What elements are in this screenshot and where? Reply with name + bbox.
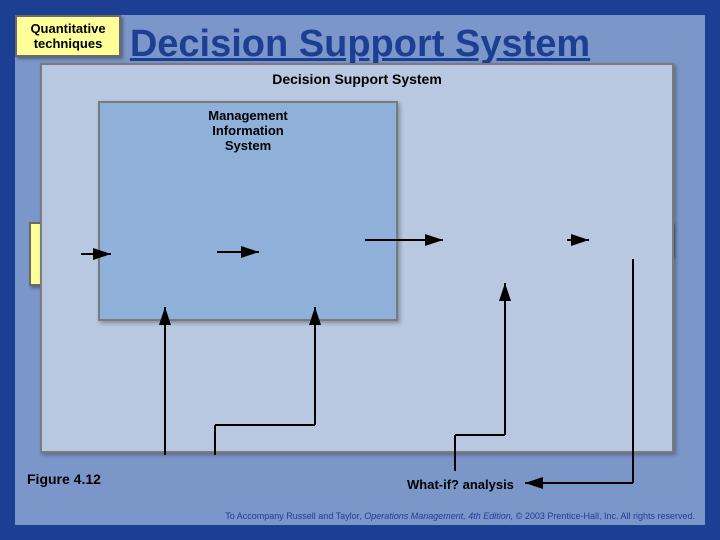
slide-canvas: Decision Support System Decision Support… [15, 15, 705, 525]
footer-text: To Accompany Russell and Taylor, Operati… [225, 511, 695, 521]
dss-panel-title: Decision Support System [42, 65, 672, 93]
footer-italic: Operations Management, 4th Edition, [364, 511, 513, 521]
dss-panel: Decision Support System Management Infor… [40, 63, 674, 453]
main-title: Decision Support System [130, 23, 590, 66]
mis-title: Management Information System [174, 108, 322, 153]
footer-post: © 2003 Prentice-Hall, Inc. All rights re… [513, 511, 695, 521]
figure-label: Figure 4.12 [27, 471, 101, 487]
whatif-label: What-if? analysis [407, 477, 514, 492]
mis-panel: Management Information System [98, 101, 398, 321]
footer-pre: To Accompany Russell and Taylor, [225, 511, 364, 521]
box-qt: Quantitative techniques [15, 15, 121, 57]
